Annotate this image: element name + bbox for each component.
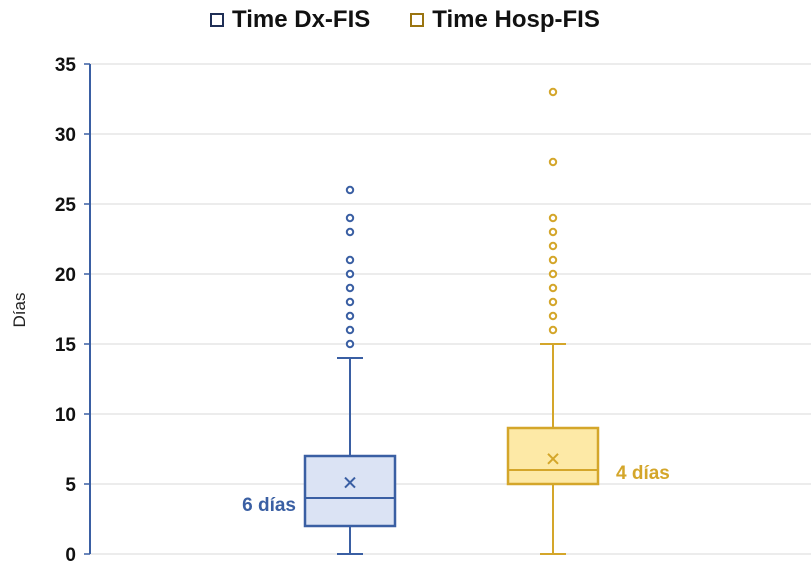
- y-tick-label-35: 35: [55, 55, 77, 76]
- legend-item-dx-fis: Time Dx-FIS: [210, 6, 370, 34]
- outlier-point-hosp-fis: [548, 311, 558, 321]
- outlier-point-dx-fis: [345, 185, 355, 195]
- outlier-point-dx-fis: [345, 339, 355, 349]
- outlier-point-hosp-fis: [548, 255, 558, 265]
- box-dx-fis: 6 días: [242, 185, 397, 555]
- annotation-hosp-fis: 4 días: [616, 463, 670, 484]
- outlier-point-dx-fis: [345, 227, 355, 237]
- y-tick-label-10: 10: [55, 405, 76, 426]
- y-tick-label-25: 25: [55, 195, 77, 216]
- outlier-point-dx-fis: [345, 311, 355, 321]
- iqr-box-hosp-fis: [506, 426, 600, 486]
- legend: Time Dx-FIS Time Hosp-FIS: [210, 6, 600, 34]
- y-tick-label-30: 30: [55, 125, 76, 146]
- y-axis-label: Días: [10, 293, 29, 328]
- outlier-point-hosp-fis: [548, 157, 558, 167]
- outlier-point-dx-fis: [345, 269, 355, 279]
- legend-label-dx-fis: Time Dx-FIS: [232, 6, 371, 33]
- outlier-point-dx-fis: [345, 213, 355, 223]
- outlier-point-dx-fis: [345, 297, 355, 307]
- y-tick-label-0: 0: [65, 545, 76, 566]
- series-group: 6 días 4 días: [242, 87, 670, 555]
- y-tick-label-20: 20: [55, 265, 76, 286]
- outlier-point-hosp-fis: [548, 87, 558, 97]
- box-hosp-fis: 4 días: [506, 87, 670, 555]
- y-tick-label-15: 15: [55, 335, 77, 356]
- annotation-dx-fis: 6 días: [242, 495, 296, 516]
- iqr-box-dx-fis: [303, 454, 397, 528]
- legend-swatch-hosp-fis: [410, 13, 425, 27]
- outlier-point-hosp-fis: [548, 227, 558, 237]
- y-axis: 0 5 10 15 20 25 30 35: [55, 55, 91, 566]
- mean-marker-dx-fis: [344, 476, 356, 489]
- gridlines: [90, 63, 811, 555]
- mean-stroke-b-hosp-fis: [547, 453, 559, 465]
- outlier-point-hosp-fis: [548, 269, 558, 279]
- outlier-point-hosp-fis: [548, 297, 558, 307]
- outlier-point-hosp-fis: [548, 283, 558, 293]
- outlier-point-hosp-fis: [548, 241, 558, 251]
- outlier-point-hosp-fis: [548, 325, 558, 335]
- outlier-point-dx-fis: [345, 283, 355, 293]
- outlier-point-dx-fis: [345, 325, 355, 335]
- y-tick-label-5: 5: [65, 475, 76, 496]
- outlier-point-hosp-fis: [548, 213, 558, 223]
- legend-label-hosp-fis: Time Hosp-FIS: [432, 6, 600, 33]
- legend-item-hosp-fis: Time Hosp-FIS: [410, 6, 600, 34]
- mean-stroke-b-dx-fis: [344, 476, 356, 489]
- outlier-point-dx-fis: [345, 255, 355, 265]
- legend-swatch-dx-fis: [210, 13, 224, 27]
- mean-marker-hosp-fis: [547, 453, 559, 465]
